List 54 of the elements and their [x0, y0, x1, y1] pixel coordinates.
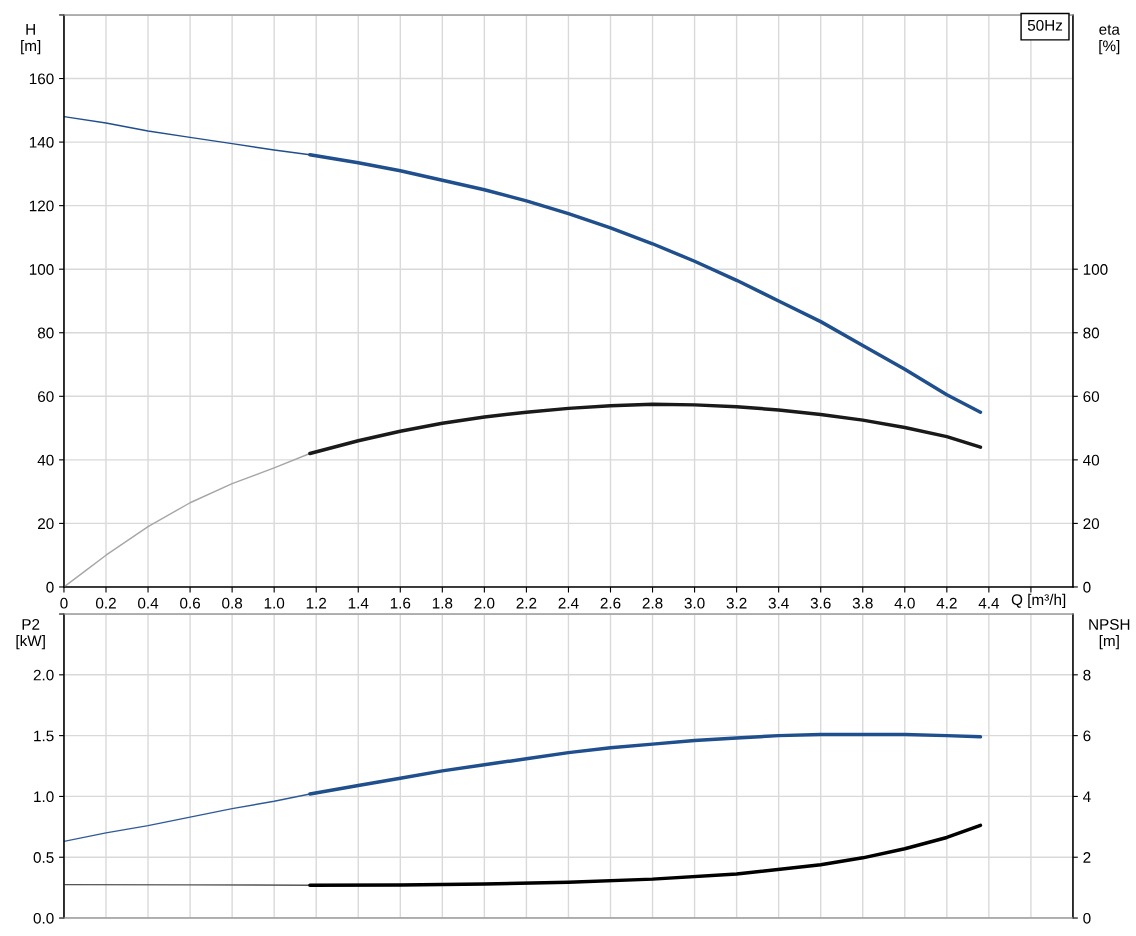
x-tick-label: 2.2: [516, 597, 537, 609]
x-tick-label: 1.0: [264, 597, 285, 609]
y2-tick-label: 0: [1083, 581, 1091, 593]
y-tick-label: 80: [37, 327, 54, 339]
y2-tick-label: 8: [1083, 669, 1091, 681]
y-tick-label: 140: [29, 136, 54, 148]
x-tick-label: 3.0: [684, 597, 705, 609]
y2-tick-label: 80: [1083, 327, 1100, 339]
y2-tick-label: 0: [1083, 912, 1091, 924]
x-tick-label: 1.8: [432, 597, 453, 609]
x-tick-label: 2.4: [558, 597, 579, 609]
x-tick-label: 1.6: [390, 597, 411, 609]
y-tick-label: 0.0: [33, 912, 54, 924]
x-tick-label: 0.4: [138, 597, 159, 609]
y-tick-label: 1.5: [34, 730, 54, 742]
y-tick-label: 40: [37, 454, 54, 466]
x-tick-label: 4.0: [894, 597, 915, 609]
y-tick-label: 20: [38, 518, 54, 530]
y2-axis-title: NPSH [m]: [1089, 618, 1130, 650]
y-tick-label: 120: [29, 200, 54, 212]
y2-tick-label: 6: [1083, 730, 1091, 742]
x-tick-label: 2.8: [642, 597, 663, 609]
x-tick-label: 3.2: [726, 597, 747, 609]
x-tick-label: 3.6: [810, 597, 831, 609]
x-tick-label: 1.2: [306, 597, 327, 609]
x-axis-title: Q [m³/h]: [1011, 593, 1066, 609]
x-tick-label: 2.6: [600, 597, 621, 609]
x-tick-label: 0.6: [180, 597, 201, 609]
y2-axis-title: eta [%]: [1099, 24, 1120, 55]
y2-tick-label: 40: [1083, 454, 1100, 466]
y-tick-label: 2.0: [33, 669, 54, 681]
y-tick-label: 1.0: [34, 791, 54, 803]
y2-tick-label: 20: [1083, 518, 1100, 530]
y-tick-label: 0.5: [33, 852, 54, 863]
y-tick-label: 0: [46, 581, 54, 593]
x-tick-label: 0.2: [95, 597, 116, 609]
y-tick-label: 100: [29, 264, 54, 275]
x-tick-label: 0.8: [222, 597, 243, 609]
y2-tick-label: 4: [1083, 791, 1091, 802]
x-tick-label: 2.0: [474, 597, 495, 609]
annotation: 50Hz: [1027, 19, 1063, 31]
x-tick-label: 3.4: [768, 597, 789, 609]
y-tick-label: 60: [38, 391, 54, 402]
y-axis-title: P2 [kW]: [16, 618, 45, 650]
x-tick-label: 4.4: [978, 597, 1000, 609]
x-tick-label: 3.8: [852, 597, 873, 609]
x-tick-label: 4.2: [936, 597, 957, 609]
y2-tick-label: 100: [1083, 264, 1108, 275]
y-axis-title: H [m]: [21, 24, 41, 55]
y-tick-label: 160: [29, 73, 54, 85]
x-tick-label: 1.4: [348, 597, 369, 609]
y2-tick-label: 60: [1083, 391, 1100, 402]
y2-tick-label: 2: [1083, 852, 1091, 863]
x-tick-label: 0: [60, 597, 68, 609]
